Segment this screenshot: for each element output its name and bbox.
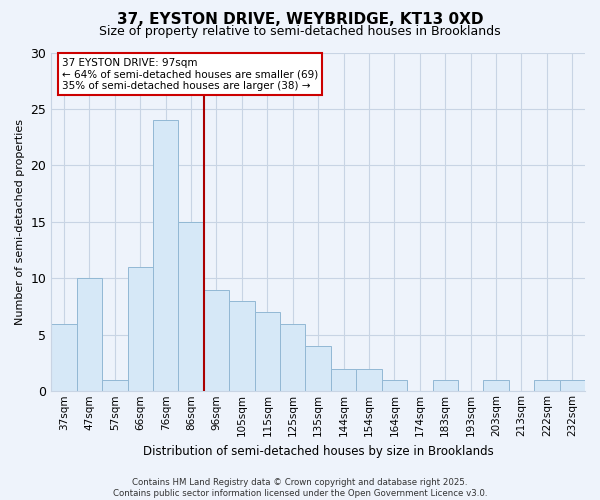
Bar	[254, 312, 280, 392]
Bar	[204, 290, 229, 392]
Bar	[356, 368, 382, 392]
Bar	[102, 380, 128, 392]
Bar	[128, 267, 153, 392]
Bar	[560, 380, 585, 392]
Text: 37, EYSTON DRIVE, WEYBRIDGE, KT13 0XD: 37, EYSTON DRIVE, WEYBRIDGE, KT13 0XD	[117, 12, 483, 28]
Bar	[382, 380, 407, 392]
Bar	[484, 380, 509, 392]
Bar	[178, 222, 204, 392]
Bar	[305, 346, 331, 392]
Text: Size of property relative to semi-detached houses in Brooklands: Size of property relative to semi-detach…	[99, 25, 501, 38]
Bar	[51, 324, 77, 392]
X-axis label: Distribution of semi-detached houses by size in Brooklands: Distribution of semi-detached houses by …	[143, 444, 494, 458]
Bar	[433, 380, 458, 392]
Bar	[229, 301, 254, 392]
Bar	[153, 120, 178, 392]
Text: 37 EYSTON DRIVE: 97sqm
← 64% of semi-detached houses are smaller (69)
35% of sem: 37 EYSTON DRIVE: 97sqm ← 64% of semi-det…	[62, 58, 318, 91]
Bar	[331, 368, 356, 392]
Text: Contains HM Land Registry data © Crown copyright and database right 2025.
Contai: Contains HM Land Registry data © Crown c…	[113, 478, 487, 498]
Bar	[77, 278, 102, 392]
Bar	[280, 324, 305, 392]
Y-axis label: Number of semi-detached properties: Number of semi-detached properties	[15, 119, 25, 325]
Bar	[534, 380, 560, 392]
